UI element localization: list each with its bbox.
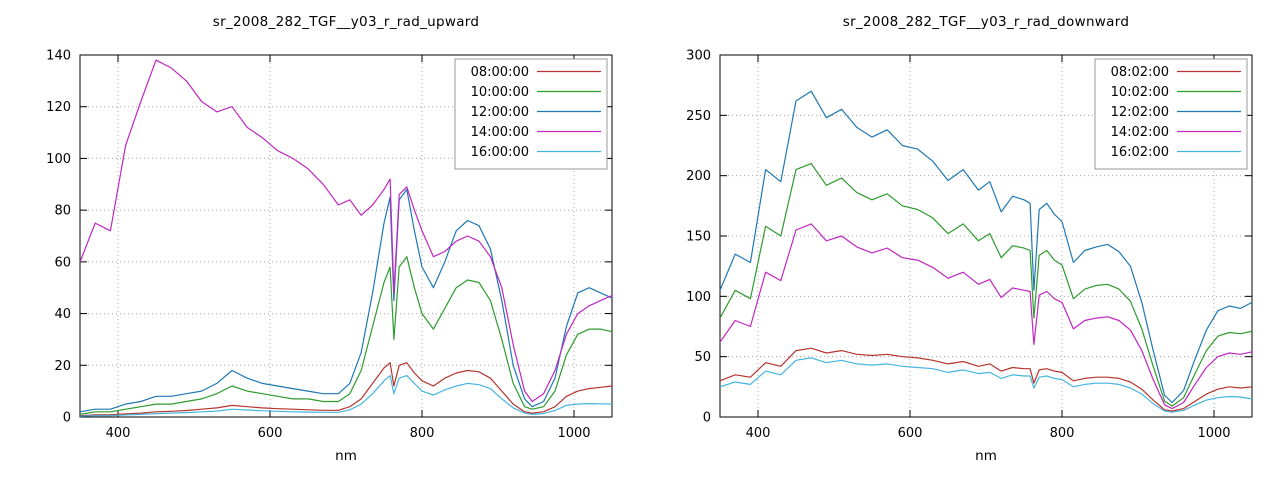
y-tick-label: 120 — [46, 100, 71, 115]
legend-label: 08:00:00 — [471, 65, 529, 80]
x-tick-label: 1000 — [557, 426, 590, 441]
series-line-08-00-00 — [79, 362, 613, 417]
y-tick-label: 150 — [686, 230, 711, 245]
y-tick-label: 200 — [686, 169, 711, 184]
legend-label: 10:00:00 — [471, 85, 529, 100]
chart-downward: sr_2008_282_TGF__y03_r_rad_downward 400 6… — [640, 0, 1280, 480]
y-tick-label: 80 — [54, 204, 71, 219]
x-tick-label: 600 — [898, 426, 923, 441]
chart-title-upward: sr_2008_282_TGF__y03_r_rad_upward — [212, 14, 480, 30]
legend-label: 14:00:00 — [471, 125, 529, 140]
series-line-16-00-00 — [79, 375, 613, 417]
legend-label: 10:02:00 — [1111, 85, 1169, 100]
plot-area-upward: 400 600 800 1000 0 20 40 60 80 100 120 140 08:00:00 1… — [46, 49, 613, 441]
legend-box — [1094, 58, 1248, 170]
y-tick-label: 60 — [54, 255, 71, 270]
series-line-12-02-00 — [719, 90, 1253, 404]
chart-upward: sr_2008_282_TGF__y03_r_rad_upward 400 600… — [46, 14, 613, 464]
x-axis-label-upward: nm — [335, 448, 357, 464]
series-line-14-00-00 — [79, 59, 613, 403]
series-line-10-00-00 — [79, 256, 613, 415]
x-axis-label-downward: nm — [975, 448, 997, 464]
x-tick-label: 400 — [106, 426, 131, 441]
legend-label: 14:02:00 — [1111, 125, 1169, 140]
series-line-12-00-00 — [79, 188, 613, 413]
x-tick-label: 800 — [410, 426, 435, 441]
series-line-16-02-00 — [719, 357, 1253, 413]
y-tick-label: 40 — [54, 307, 71, 322]
y-tick-label: 100 — [686, 290, 711, 305]
y-tick-label: 50 — [694, 350, 711, 365]
x-tick-label: 1000 — [1197, 426, 1230, 441]
x-tick-label: 400 — [746, 426, 771, 441]
chart-title-downward: sr_2008_282_TGF__y03_r_rad_downward — [842, 14, 1130, 30]
legend-label: 12:00:00 — [471, 105, 529, 120]
x-tick-label: 800 — [1050, 426, 1075, 441]
legend-box — [454, 58, 608, 170]
y-tick-label: 20 — [54, 359, 71, 374]
legend-label: 08:02:00 — [1111, 65, 1169, 80]
y-tick-label: 300 — [686, 49, 711, 64]
legend-label: 16:02:00 — [1111, 145, 1169, 160]
series-line-14-02-00 — [719, 223, 1253, 410]
plot-area-downward: 400 600 800 1000 0 50 100 150 200 250 300 08:02:00 1… — [686, 49, 1253, 441]
plot-border — [79, 54, 613, 418]
legend-label: 12:02:00 — [1111, 105, 1169, 120]
legend-label: 16:00:00 — [471, 145, 529, 160]
series-line-08-02-00 — [719, 347, 1253, 412]
y-tick-label: 0 — [703, 411, 711, 426]
y-tick-label: 0 — [63, 411, 71, 426]
series-line-10-02-00 — [719, 163, 1253, 407]
y-tick-label: 250 — [686, 109, 711, 124]
x-tick-label: 600 — [258, 426, 283, 441]
y-tick-label: 100 — [46, 152, 71, 167]
y-tick-label: 140 — [46, 49, 71, 64]
